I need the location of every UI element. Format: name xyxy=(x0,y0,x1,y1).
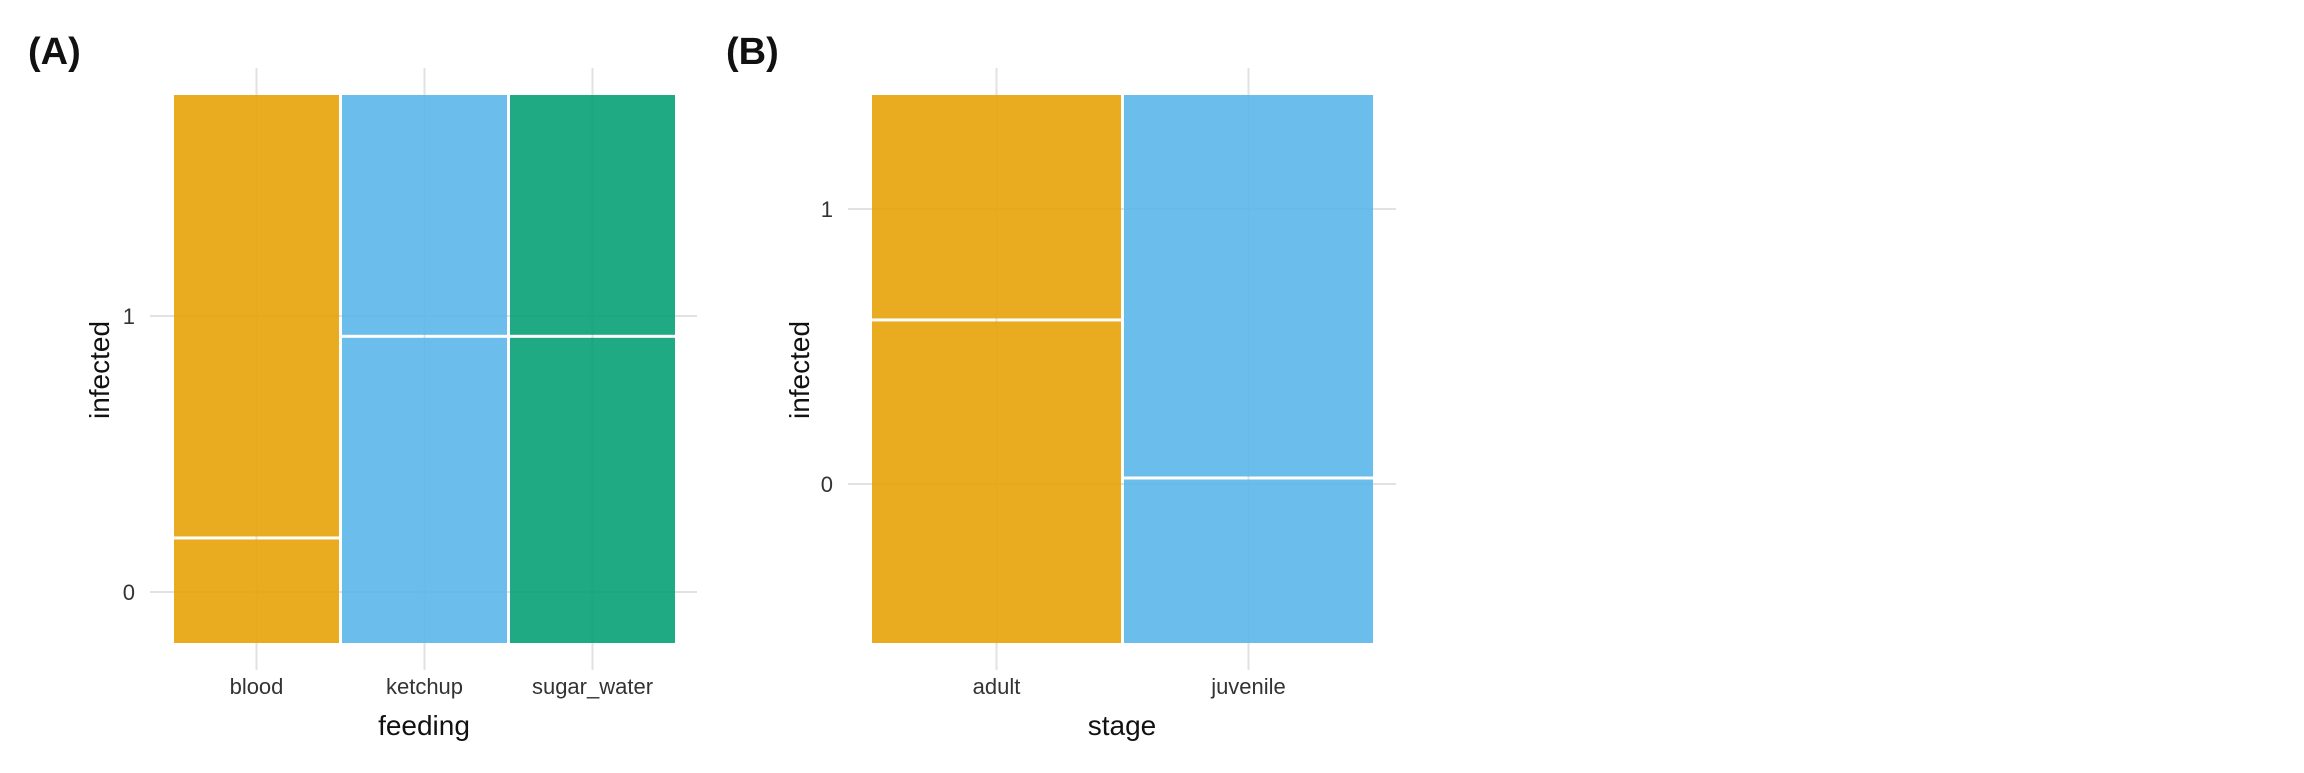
x-tick-label-juvenile: juvenile xyxy=(1210,674,1286,699)
tile-blood-infected-0 xyxy=(174,539,339,643)
tile-adult-infected-1 xyxy=(872,95,1121,319)
tile-ketchup-infected-0 xyxy=(342,337,507,643)
tile-blood-infected-1 xyxy=(174,95,339,537)
tile-sugar_water-infected-0 xyxy=(510,337,675,643)
y-tick-label: 1 xyxy=(123,304,135,329)
tile-ketchup-infected-1 xyxy=(342,95,507,335)
tile-juvenile-infected-0 xyxy=(1124,479,1373,643)
panel-a-x-axis-title: feeding xyxy=(378,710,470,741)
panel-a-x-ticks: blood ketchup sugar_water xyxy=(230,674,653,699)
tile-sugar_water-infected-1 xyxy=(510,95,675,335)
panel-a-y-ticks: 01 xyxy=(123,304,135,605)
panel-b-x-axis-title: stage xyxy=(1088,710,1157,741)
panel-b-label: (B) xyxy=(726,31,779,73)
y-tick-label: 1 xyxy=(821,197,833,222)
x-tick-label-adult: adult xyxy=(973,674,1021,699)
panel-b-tiles xyxy=(872,95,1373,643)
y-tick-label: 0 xyxy=(123,580,135,605)
panel-b-x-ticks: adult juvenile xyxy=(973,674,1286,699)
tile-adult-infected-0 xyxy=(872,321,1121,643)
panel-b-y-axis-title: infected xyxy=(784,321,815,419)
x-tick-label-ketchup: ketchup xyxy=(386,674,463,699)
x-tick-label-sugar_water: sugar_water xyxy=(532,674,653,699)
panel-b-y-ticks: 01 xyxy=(821,197,833,497)
y-tick-label: 0 xyxy=(821,472,833,497)
panel-a-label: (A) xyxy=(28,31,81,73)
panel-a: (A) 01 blood ketchup sugar_water feeding i… xyxy=(28,31,697,741)
panel-a-tiles xyxy=(174,95,675,643)
tile-juvenile-infected-1 xyxy=(1124,95,1373,477)
panel-b: (B) 01 adult juvenile stage infected xyxy=(726,31,1396,741)
panel-a-y-axis-title: infected xyxy=(84,321,115,419)
x-tick-label-blood: blood xyxy=(230,674,284,699)
